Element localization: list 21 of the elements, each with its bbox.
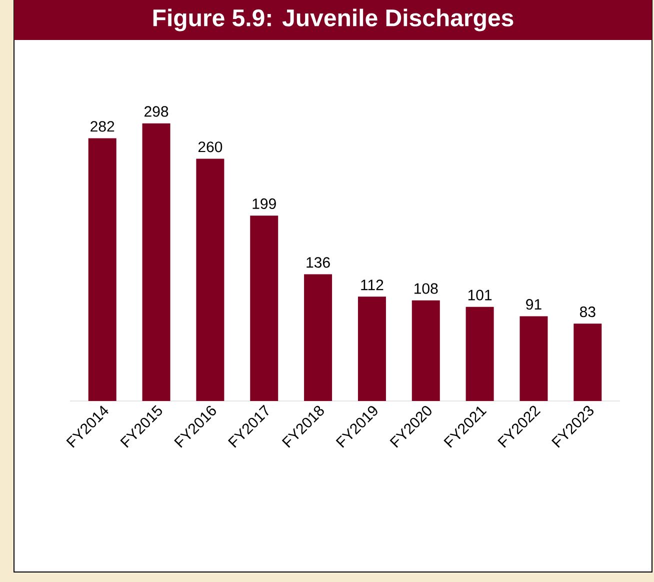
bar [574,324,602,402]
data-label: 101 [468,290,492,300]
bar [466,306,494,402]
bar [142,123,170,402]
data-label: 282 [90,121,114,132]
data-label: 83 [580,306,596,318]
data-label: 199 [252,198,276,210]
data-label: 91 [526,299,542,310]
data-label: 108 [414,283,438,294]
bar [88,138,116,402]
bar [520,316,548,402]
bar [196,158,224,402]
data-label: 260 [198,142,222,152]
data-label: 112 [361,280,384,290]
data-label: 298 [144,106,168,117]
bar [250,216,278,402]
chart-title: Figure 5.9: Juvenile Discharges [153,8,514,32]
bar [412,300,440,402]
bar [304,274,332,402]
data-label: 136 [306,257,330,268]
bar [358,296,386,402]
